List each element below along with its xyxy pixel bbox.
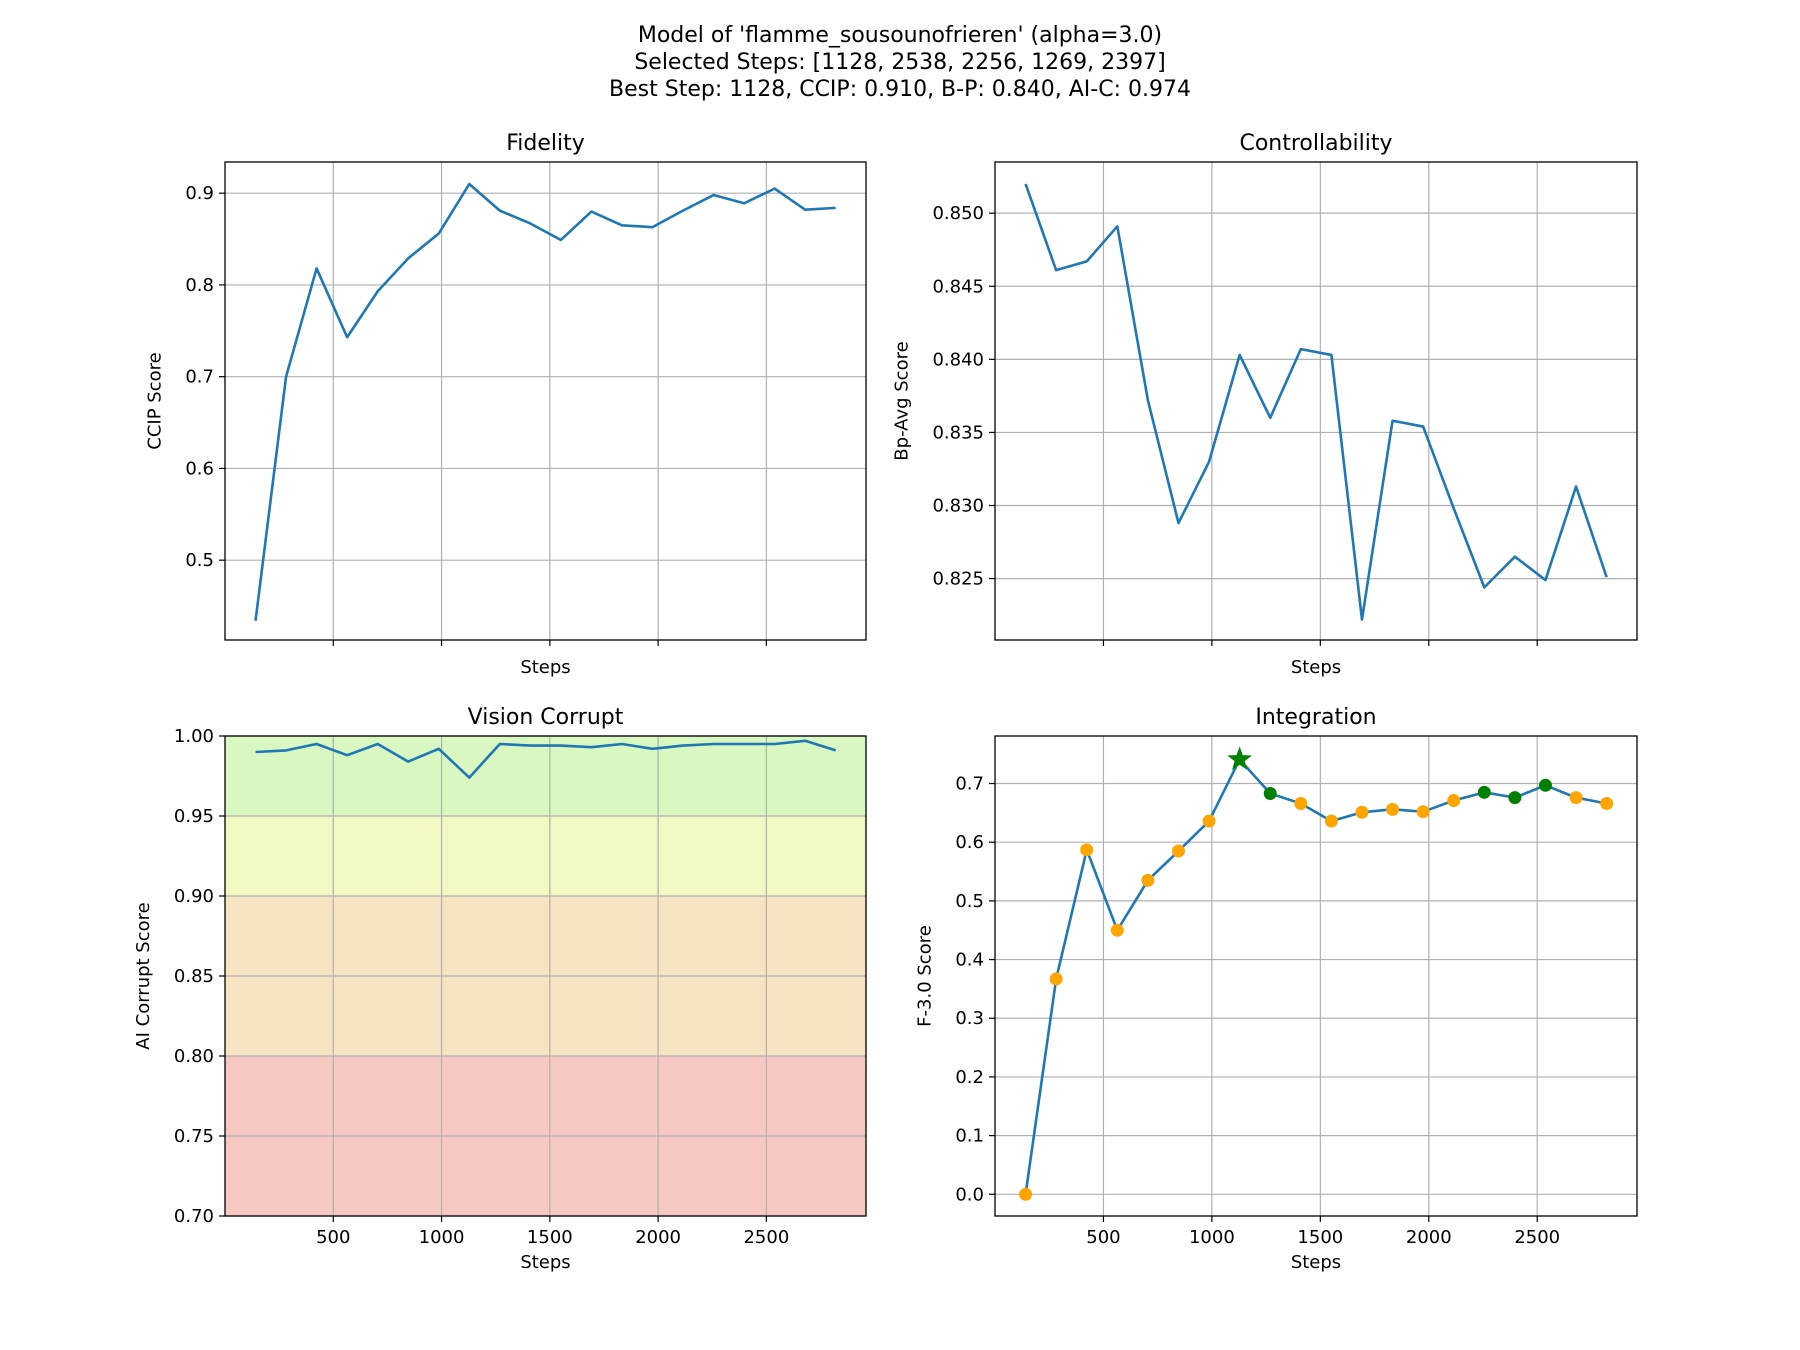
panel-title: Integration bbox=[1255, 705, 1376, 730]
y-tick-label: 0.85 bbox=[174, 966, 214, 987]
y-tick-label: 0.75 bbox=[174, 1126, 214, 1147]
selected-step-point bbox=[1508, 791, 1522, 805]
x-tick-label: 2000 bbox=[1406, 1227, 1452, 1248]
data-point bbox=[1324, 814, 1338, 828]
panel-title: Fidelity bbox=[506, 131, 585, 156]
title-line-model: Model of 'flamme_sousounofrieren' (alpha… bbox=[637, 23, 1163, 48]
x-axis-label: Steps bbox=[520, 1252, 570, 1273]
y-tick-label: 0.8 bbox=[185, 275, 214, 296]
x-tick-label: 1000 bbox=[1189, 1227, 1235, 1248]
data-point bbox=[1600, 796, 1614, 810]
y-tick-label: 1.00 bbox=[174, 726, 214, 747]
y-tick-label: 0.835 bbox=[932, 422, 984, 443]
x-tick-label: 500 bbox=[316, 1227, 350, 1248]
y-tick-label: 0.850 bbox=[932, 203, 984, 224]
integration-panel: 500 1000 1500 2000 2500 0.0 0.1 0.2 0.3 0.4 0.5 0.6… bbox=[915, 705, 1638, 1273]
x-axis-label: Steps bbox=[520, 657, 570, 678]
y-tick-label: 0.95 bbox=[174, 806, 214, 827]
x-tick-label: 2500 bbox=[1514, 1227, 1560, 1248]
y-tick-label: 0.7 bbox=[185, 367, 214, 388]
y-axis-label: CCIP Score bbox=[145, 352, 166, 449]
title-line-selected-steps: Selected Steps: [1128, 2538, 2256, 1269,… bbox=[634, 50, 1166, 75]
title-line-best-step: Best Step: 1128, CCIP: 0.910, B-P: 0.840… bbox=[609, 77, 1191, 102]
data-point bbox=[1049, 972, 1063, 986]
y-tick-label: 0.6 bbox=[185, 458, 214, 479]
background-band bbox=[225, 816, 866, 896]
y-tick-label: 0.6 bbox=[955, 832, 984, 853]
x-tick-label: 2000 bbox=[635, 1227, 681, 1248]
y-axis-label: AI Corrupt Score bbox=[133, 902, 154, 1049]
selected-step-point bbox=[1538, 778, 1552, 792]
y-tick-label: 0.4 bbox=[955, 950, 984, 971]
y-tick-label: 0.830 bbox=[932, 496, 984, 517]
y-tick-label: 0.90 bbox=[174, 886, 214, 907]
axes-frame bbox=[994, 161, 1638, 641]
data-point bbox=[1080, 843, 1094, 857]
y-tick-label: 0.5 bbox=[955, 891, 984, 912]
y-tick-label: 0.1 bbox=[955, 1126, 984, 1147]
y-tick-label: 0.0 bbox=[955, 1184, 984, 1205]
selected-step-point bbox=[1263, 787, 1277, 801]
data-point bbox=[1416, 805, 1430, 819]
data-point bbox=[1110, 923, 1124, 937]
data-point bbox=[1019, 1187, 1033, 1201]
x-tick-label: 1000 bbox=[419, 1227, 465, 1248]
y-tick-label: 0.3 bbox=[955, 1008, 984, 1029]
series-line bbox=[255, 739, 837, 779]
x-axis-label: Steps bbox=[1291, 1252, 1341, 1273]
y-tick-label: 0.825 bbox=[932, 569, 984, 590]
figure-title: Model of 'flamme_sousounofrieren' (alpha… bbox=[0, 22, 1800, 103]
y-tick-label: 0.2 bbox=[955, 1067, 984, 1088]
y-tick-label: 0.70 bbox=[174, 1206, 214, 1227]
fidelity-panel: 0.5 0.6 0.7 0.8 0.9 Fidelity Steps CCIP Score bbox=[145, 131, 867, 678]
y-tick-label: 0.9 bbox=[185, 183, 214, 204]
vision-corrupt-panel: 500 1000 1500 2000 2500 0.70 0.75 0.80 0.85 0.90 0… bbox=[133, 705, 867, 1273]
y-tick-label: 0.840 bbox=[932, 349, 984, 370]
y-tick-label: 0.845 bbox=[932, 276, 984, 297]
y-axis-label: F-3.0 Score bbox=[915, 925, 936, 1027]
data-point bbox=[1447, 794, 1461, 808]
axes-frame bbox=[224, 161, 867, 641]
data-point bbox=[1569, 791, 1583, 805]
background-band bbox=[225, 736, 866, 816]
series-line bbox=[254, 182, 836, 621]
x-tick-label: 500 bbox=[1086, 1227, 1120, 1248]
y-tick-label: 0.5 bbox=[185, 550, 214, 571]
panel-title: Controllability bbox=[1239, 131, 1392, 156]
data-point bbox=[1355, 805, 1369, 819]
y-tick-label: 0.80 bbox=[174, 1046, 214, 1067]
x-tick-label: 1500 bbox=[527, 1227, 573, 1248]
x-tick-label: 2500 bbox=[743, 1227, 789, 1248]
controllability-panel: 0.825 0.830 0.835 0.840 0.845 0.850 Controllab… bbox=[892, 131, 1638, 678]
data-point bbox=[1386, 802, 1400, 816]
data-point bbox=[1202, 814, 1216, 828]
axes-frame bbox=[994, 735, 1638, 1217]
x-tick-label: 1500 bbox=[1297, 1227, 1343, 1248]
data-point bbox=[1294, 796, 1308, 810]
data-point bbox=[1171, 844, 1185, 858]
y-axis-label: Bp-Avg Score bbox=[892, 341, 913, 460]
best-step-star bbox=[1227, 746, 1253, 770]
y-tick-label: 0.7 bbox=[955, 774, 984, 795]
selected-step-point bbox=[1477, 785, 1491, 799]
panel-title: Vision Corrupt bbox=[468, 705, 624, 730]
x-axis-label: Steps bbox=[1291, 657, 1341, 678]
data-point bbox=[1141, 873, 1155, 887]
series-line bbox=[1024, 183, 1608, 621]
series-line bbox=[1024, 758, 1607, 1195]
